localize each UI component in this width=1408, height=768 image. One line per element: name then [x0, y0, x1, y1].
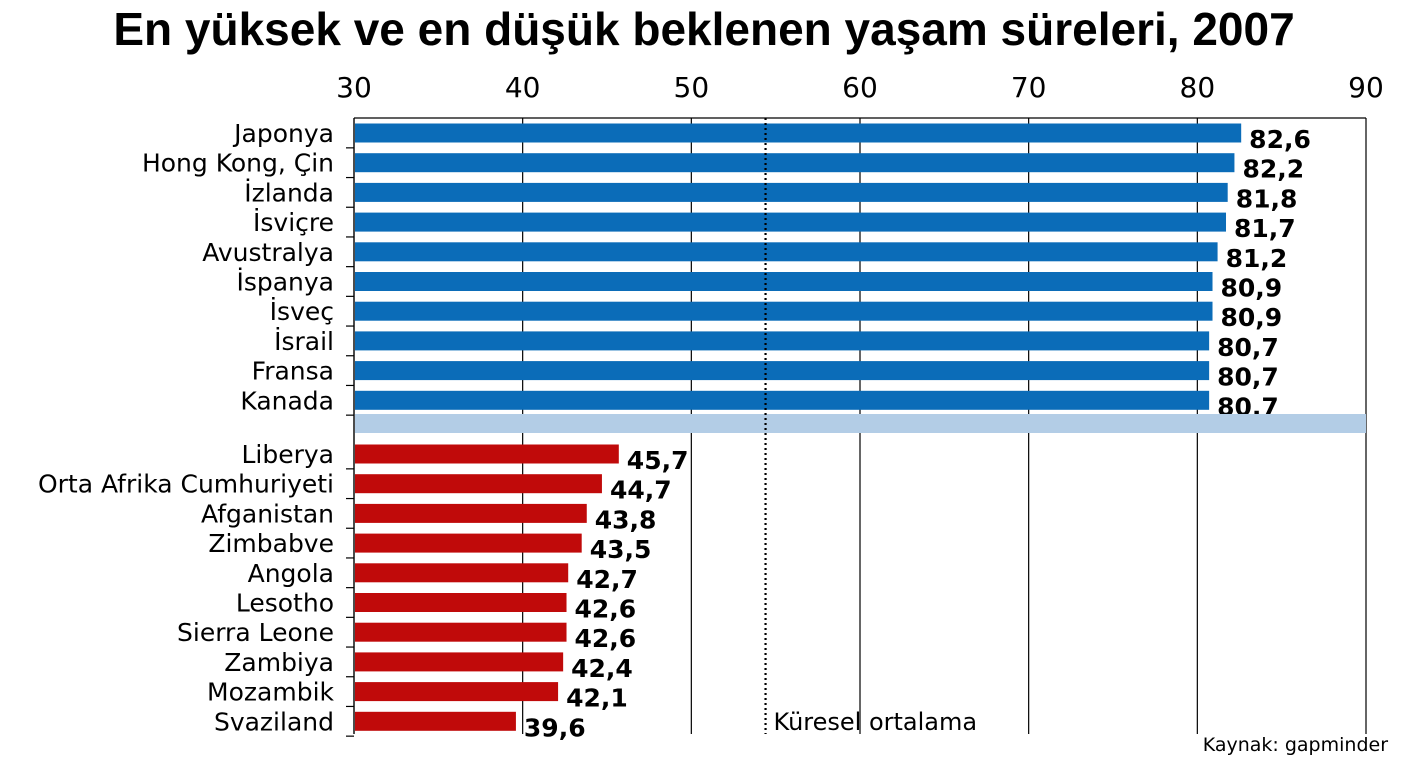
category-label: Zimbabve: [208, 529, 334, 558]
value-label: 42,6: [575, 624, 637, 653]
highest-bar: [355, 123, 1242, 143]
category-label: İsrail: [274, 327, 334, 356]
lowest-bar: [355, 652, 564, 672]
highest-bar: [355, 390, 1210, 410]
category-label: Orta Afrika Cumhuriyeti: [38, 470, 334, 499]
category-label: Lesotho: [236, 589, 334, 618]
value-label: 39,6: [524, 713, 586, 742]
lowest-bar: [355, 444, 619, 464]
x-tick-label: 50: [674, 71, 710, 104]
highest-bar: [355, 153, 1235, 173]
value-label: 43,5: [590, 535, 652, 564]
x-tick-label: 80: [1180, 71, 1216, 104]
lowest-bar: [355, 563, 569, 583]
category-label: Fransa: [252, 357, 334, 386]
category-label: Hong Kong, Çin: [142, 149, 334, 178]
highest-bar: [355, 331, 1210, 351]
highest-bar: [355, 242, 1218, 262]
lowest-bar: [355, 593, 567, 612]
value-label: 82,2: [1242, 155, 1304, 184]
category-label: Sierra Leone: [177, 618, 334, 647]
value-label: 80,7: [1217, 333, 1279, 362]
lowest-bar: [355, 474, 602, 494]
value-label: 81,2: [1226, 244, 1288, 273]
highest-bar: [355, 301, 1213, 321]
x-tick-label: 70: [1011, 71, 1047, 104]
value-label: 80,7: [1217, 363, 1279, 392]
category-label: İspanya: [236, 268, 334, 297]
lowest-bar: [355, 682, 559, 702]
source-note: Kaynak: gapminder: [1202, 734, 1388, 756]
value-label: 42,7: [576, 565, 638, 594]
category-label: İsviçre: [253, 208, 334, 237]
category-label: Liberya: [241, 440, 334, 469]
x-tick-label: 90: [1348, 71, 1384, 104]
separator-band: [355, 414, 1366, 433]
lowest-bar: [355, 622, 567, 642]
category-label: Zambiya: [224, 648, 334, 677]
value-label: 45,7: [627, 446, 689, 475]
value-label: 44,7: [610, 476, 672, 505]
category-label: Kanada: [240, 386, 334, 415]
category-label: Angola: [248, 559, 334, 588]
value-label: 80,9: [1221, 274, 1283, 303]
lowest-bar: [355, 533, 582, 553]
highest-bar: [355, 361, 1210, 381]
x-tick-label: 60: [842, 71, 878, 104]
category-label: İsveç: [270, 297, 334, 326]
value-label: 42,6: [575, 595, 637, 624]
value-label: 81,8: [1236, 184, 1298, 213]
x-tick-label: 30: [336, 71, 372, 104]
category-label: Avustralya: [202, 238, 334, 267]
value-label: 82,6: [1249, 125, 1311, 154]
highest-bar: [355, 182, 1228, 202]
value-label: 81,7: [1234, 214, 1296, 243]
category-label: İzlanda: [244, 178, 334, 207]
value-label: 43,8: [595, 505, 657, 534]
value-label: 42,4: [571, 654, 633, 683]
chart-title: En yüksek ve en düşük beklenen yaşam sür…: [113, 3, 1295, 55]
category-label: Afganistan: [201, 499, 334, 528]
highest-bar: [355, 212, 1227, 232]
lowest-bar: [355, 711, 516, 731]
category-label: Japonya: [232, 119, 334, 148]
highest-bar: [355, 272, 1213, 291]
x-tick-label: 40: [505, 71, 541, 104]
category-label: Svaziland: [214, 707, 334, 736]
value-label: 80,9: [1221, 303, 1283, 332]
category-label: Mozambik: [207, 678, 334, 707]
average-label: Küresel ortalama: [774, 708, 978, 736]
value-label: 42,1: [566, 684, 628, 713]
lowest-bar: [355, 503, 587, 523]
